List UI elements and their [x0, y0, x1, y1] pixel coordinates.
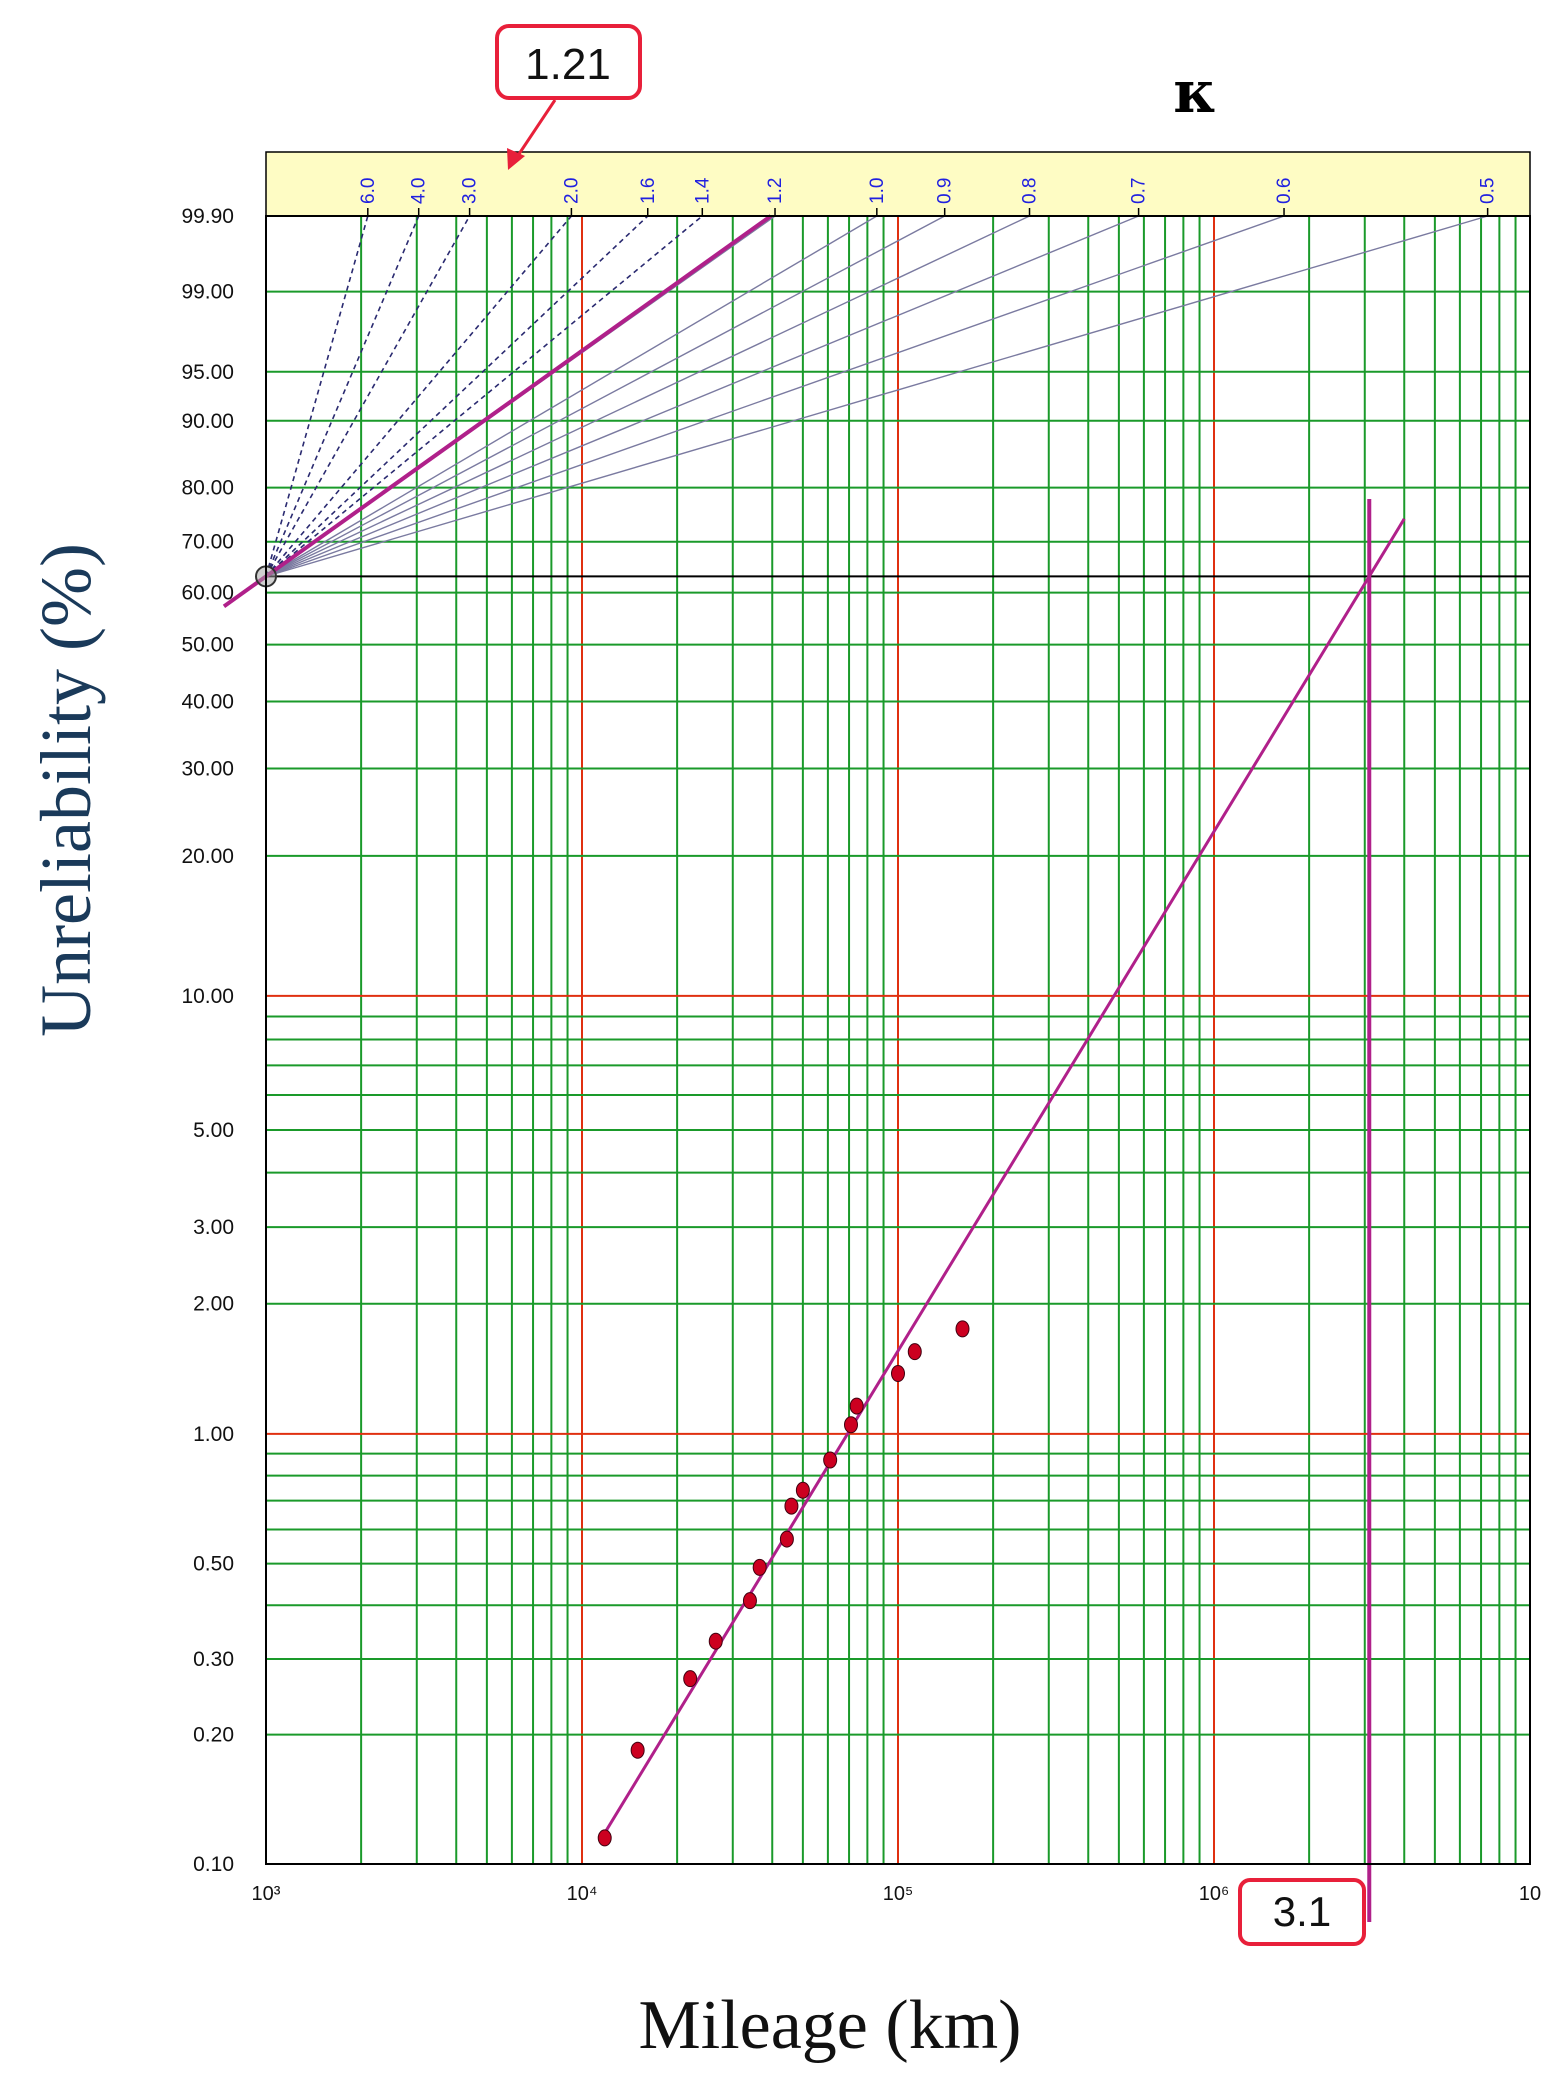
data-points	[597, 1320, 970, 1847]
y-tick-label: 99.00	[181, 281, 234, 304]
data-point	[630, 1741, 645, 1759]
slope-guide-line	[265, 215, 703, 577]
y-tick-label: 95.00	[181, 361, 234, 384]
slope-guide-line	[265, 215, 1285, 578]
slope-scale-label: 0.6	[1274, 178, 1295, 204]
y-tick-label: 20.00	[181, 845, 234, 868]
data-point	[907, 1343, 922, 1361]
x-tick-label: 10⁶	[1199, 1883, 1229, 1905]
data-point	[955, 1320, 970, 1338]
x-tick-label: 10⁴	[567, 1883, 598, 1905]
slope-scale-label: 0.9	[935, 178, 956, 204]
data-point	[849, 1397, 864, 1415]
x-tick-label: 10	[1519, 1883, 1541, 1905]
slope-guide-line	[265, 215, 471, 577]
slope-scale-label: 0.5	[1478, 178, 1499, 204]
y-tick-label: 30.00	[181, 757, 234, 780]
slope-scale-label: 6.0	[358, 178, 379, 204]
data-point	[752, 1558, 767, 1576]
x-axis-label: Mileage (km)	[639, 1987, 1022, 2064]
slope-scale-label: 4.0	[409, 178, 430, 204]
slope-scale-label: 0.7	[1129, 178, 1150, 204]
annotation-arrow-beta	[513, 99, 557, 161]
y-tick-label: 1.00	[193, 1423, 234, 1446]
slope-guide-line	[265, 215, 1488, 578]
y-tick-label: 0.30	[193, 1648, 234, 1671]
data-point	[784, 1497, 799, 1515]
annotation-box-beta	[495, 24, 642, 100]
slope-guide-line	[265, 215, 649, 577]
slope-scale-label: 1.2	[765, 178, 786, 204]
annotation-arrowhead-beta	[507, 148, 525, 170]
y-tick-label: 0.10	[193, 1853, 234, 1876]
fit-line	[599, 518, 1406, 1840]
x-tick-label: 10³	[252, 1883, 281, 1905]
slope-band	[265, 151, 1531, 217]
y-tick-label: 10.00	[181, 985, 234, 1008]
y-tick-label: 90.00	[181, 410, 234, 433]
y-tick-label: 60.00	[181, 582, 234, 605]
annotations: 1.21 3.1	[495, 24, 1366, 1946]
slope-guide-line	[265, 215, 1139, 578]
slope-guide-line	[265, 215, 878, 577]
slope-guide-line	[265, 215, 946, 577]
y-tick-label: 99.90	[181, 205, 234, 228]
data-point	[742, 1592, 757, 1610]
x-tick-label: 10⁵	[883, 1883, 914, 1905]
slope-scale-label: 3.0	[460, 178, 481, 204]
fit-line-group	[599, 498, 1406, 1922]
y-tick-label: 3.00	[193, 1216, 234, 1239]
y-tick-label: 50.00	[181, 634, 234, 657]
slope-guide-line	[265, 215, 573, 577]
slope-guide-line	[265, 215, 420, 577]
y-tick-label: 40.00	[181, 691, 234, 714]
data-point	[795, 1481, 810, 1499]
y-tick-label: 5.00	[193, 1119, 234, 1142]
y-tick-label: 80.00	[181, 477, 234, 500]
slope-scale-label: 0.8	[1020, 178, 1041, 204]
data-point	[843, 1416, 858, 1434]
plot-frame	[265, 215, 1531, 1865]
data-point	[597, 1829, 612, 1847]
annotation-box-eta	[1238, 1878, 1366, 1946]
y-axis-label: Unreliability (%)	[26, 543, 106, 1037]
y-tick-label: 0.50	[193, 1553, 234, 1576]
data-point	[683, 1670, 698, 1688]
slope-scale-band	[265, 151, 1531, 217]
chart-title: κ	[1173, 58, 1216, 126]
y-tick-label: 70.00	[181, 531, 234, 554]
data-point	[779, 1530, 794, 1548]
slope-guide-line	[265, 215, 369, 577]
slope-scale-label: 1.6	[638, 178, 659, 204]
data-point	[823, 1451, 838, 1469]
slope-scale-label: 2.0	[561, 178, 582, 204]
slope-fit-line	[222, 214, 772, 608]
data-point	[891, 1364, 905, 1382]
chart-text: 0.10 0.20 0.30 0.50 1.00 2.00 3.00 5.00 10.00 20.…	[26, 58, 1541, 2064]
slope-guide-line	[265, 215, 1030, 577]
annotation-beta-value: 1.21	[525, 40, 611, 89]
slope-scale-label: 1.4	[692, 177, 713, 204]
data-point	[708, 1632, 723, 1650]
axes	[265, 215, 1531, 1865]
slope-guide-lines: 6.0 4.0 3.0 2.0 1.6 1.4 1.2 1.0 0.9 0.8 0.7 0.6 0.5	[222, 177, 1499, 608]
y-tick-label: 2.00	[193, 1293, 234, 1316]
annotation-eta-value: 3.1	[1273, 1888, 1331, 1935]
y-tick-label: 0.20	[193, 1724, 234, 1747]
slope-scale-label: 1.0	[867, 178, 888, 204]
grid	[265, 215, 1530, 1865]
